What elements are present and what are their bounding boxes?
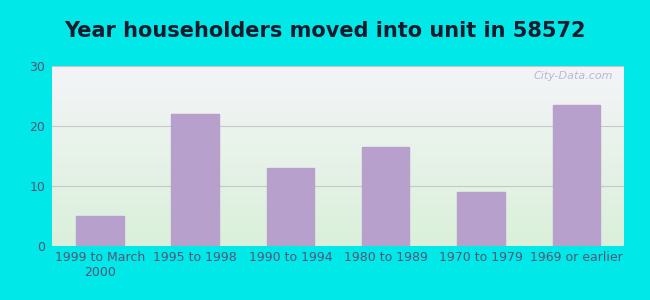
Bar: [552, 105, 600, 246]
Bar: [76, 216, 124, 246]
Text: City-Data.com: City-Data.com: [533, 71, 612, 81]
Bar: [266, 168, 314, 246]
Bar: [457, 192, 505, 246]
Bar: [362, 147, 410, 246]
Bar: [171, 114, 219, 246]
Text: Year householders moved into unit in 58572: Year householders moved into unit in 585…: [64, 21, 586, 41]
